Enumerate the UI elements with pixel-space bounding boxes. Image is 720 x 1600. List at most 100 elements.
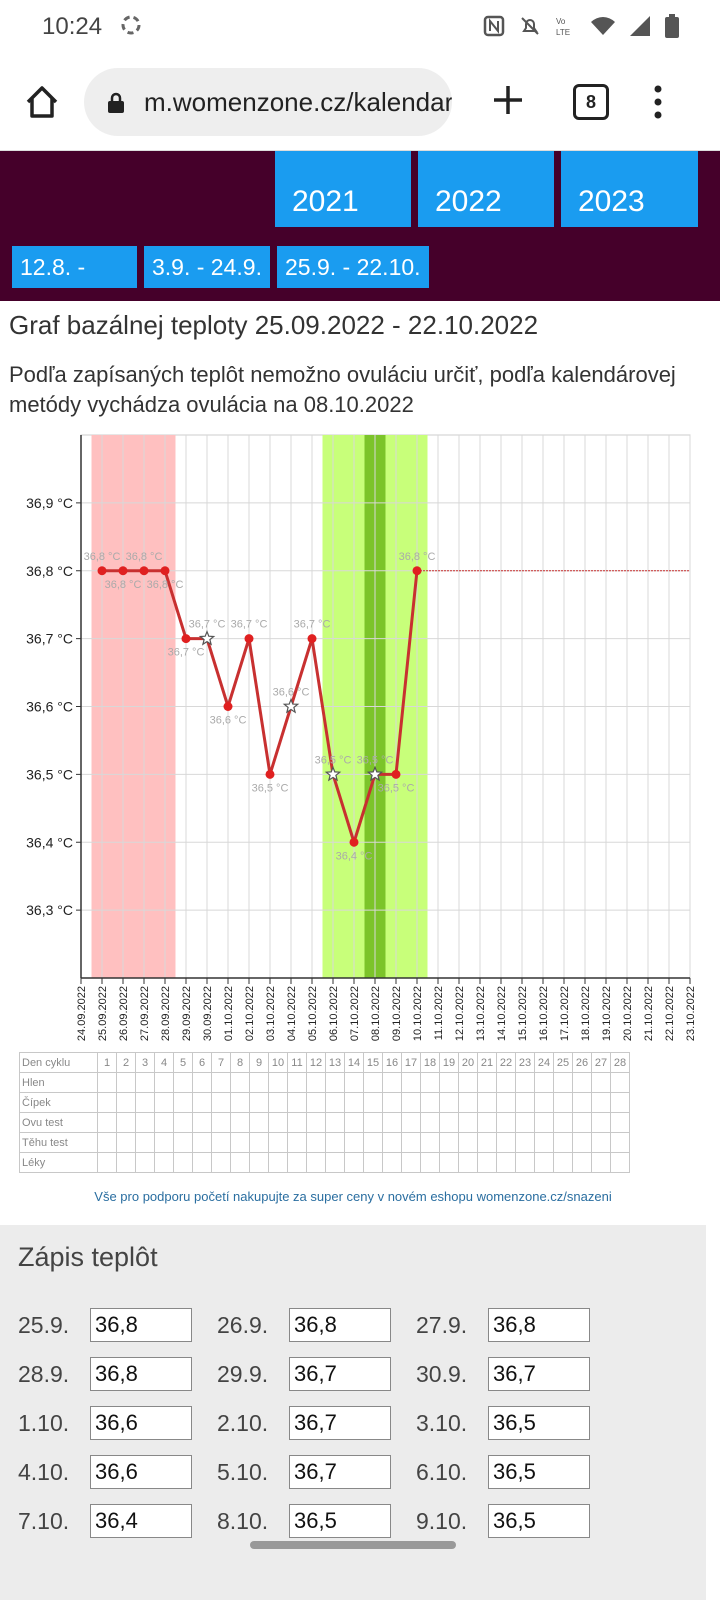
cycle-cell[interactable]	[363, 1132, 383, 1153]
cycle-cell[interactable]	[477, 1112, 497, 1133]
period-button-3[interactable]: 25.9. - 22.10.	[277, 246, 429, 288]
cycle-cell[interactable]	[230, 1132, 250, 1153]
cycle-cell[interactable]	[610, 1112, 630, 1133]
cycle-cell[interactable]	[325, 1152, 345, 1173]
cycle-cell[interactable]	[154, 1072, 174, 1093]
cycle-cell[interactable]	[515, 1132, 535, 1153]
cycle-cell[interactable]	[382, 1132, 402, 1153]
cycle-cell[interactable]	[306, 1072, 326, 1093]
cycle-cell[interactable]	[496, 1092, 516, 1113]
cycle-cell[interactable]	[477, 1092, 497, 1113]
temperature-input[interactable]	[488, 1455, 590, 1489]
cycle-cell[interactable]	[515, 1072, 535, 1093]
cycle-cell[interactable]	[249, 1152, 269, 1173]
cycle-cell[interactable]	[116, 1132, 136, 1153]
cycle-cell[interactable]	[610, 1152, 630, 1173]
period-button-1[interactable]: 12.8. - 2.9.	[12, 246, 137, 322]
cycle-cell[interactable]	[458, 1132, 478, 1153]
cycle-cell[interactable]	[97, 1112, 117, 1133]
cycle-cell[interactable]	[135, 1132, 155, 1153]
cycle-cell[interactable]	[173, 1072, 193, 1093]
cycle-cell[interactable]	[420, 1112, 440, 1133]
temperature-input[interactable]	[90, 1504, 192, 1538]
year-button-2023[interactable]: 2023	[561, 151, 698, 227]
cycle-cell[interactable]	[572, 1092, 592, 1113]
gesture-bar[interactable]	[250, 1541, 456, 1549]
cycle-cell[interactable]	[591, 1072, 611, 1093]
cycle-cell[interactable]	[553, 1112, 573, 1133]
cycle-cell[interactable]	[192, 1152, 212, 1173]
cycle-cell[interactable]	[211, 1132, 231, 1153]
cycle-cell[interactable]	[382, 1092, 402, 1113]
cycle-cell[interactable]	[534, 1112, 554, 1133]
cycle-cell[interactable]	[192, 1072, 212, 1093]
cycle-cell[interactable]	[439, 1072, 459, 1093]
cycle-cell[interactable]	[420, 1072, 440, 1093]
cycle-cell[interactable]	[344, 1092, 364, 1113]
address-bar[interactable]: m.womenzone.cz/kalendar	[84, 68, 452, 136]
cycle-cell[interactable]	[249, 1072, 269, 1093]
cycle-cell[interactable]	[553, 1072, 573, 1093]
cycle-cell[interactable]	[420, 1132, 440, 1153]
cycle-cell[interactable]	[382, 1152, 402, 1173]
cycle-cell[interactable]	[268, 1092, 288, 1113]
cycle-cell[interactable]	[249, 1132, 269, 1153]
cycle-cell[interactable]	[97, 1072, 117, 1093]
cycle-cell[interactable]	[306, 1152, 326, 1173]
cycle-cell[interactable]	[477, 1152, 497, 1173]
cycle-cell[interactable]	[591, 1152, 611, 1173]
temperature-input[interactable]	[289, 1406, 391, 1440]
cycle-cell[interactable]	[458, 1152, 478, 1173]
temperature-input[interactable]	[90, 1406, 192, 1440]
year-button-2021[interactable]: 2021	[275, 151, 411, 227]
cycle-cell[interactable]	[287, 1072, 307, 1093]
cycle-cell[interactable]	[97, 1152, 117, 1173]
temperature-input[interactable]	[90, 1357, 192, 1391]
cycle-cell[interactable]	[268, 1152, 288, 1173]
cycle-cell[interactable]	[591, 1112, 611, 1133]
cycle-cell[interactable]	[325, 1072, 345, 1093]
temperature-input[interactable]	[488, 1504, 590, 1538]
cycle-cell[interactable]	[192, 1092, 212, 1113]
home-button[interactable]	[22, 82, 62, 122]
cycle-cell[interactable]	[230, 1072, 250, 1093]
cycle-cell[interactable]	[211, 1092, 231, 1113]
cycle-cell[interactable]	[173, 1152, 193, 1173]
cycle-cell[interactable]	[306, 1112, 326, 1133]
cycle-cell[interactable]	[458, 1072, 478, 1093]
cycle-cell[interactable]	[287, 1112, 307, 1133]
cycle-cell[interactable]	[154, 1092, 174, 1113]
cycle-cell[interactable]	[363, 1072, 383, 1093]
cycle-cell[interactable]	[344, 1132, 364, 1153]
cycle-cell[interactable]	[610, 1092, 630, 1113]
cycle-cell[interactable]	[287, 1092, 307, 1113]
cycle-cell[interactable]	[534, 1152, 554, 1173]
cycle-cell[interactable]	[458, 1092, 478, 1113]
cycle-cell[interactable]	[211, 1152, 231, 1173]
cycle-cell[interactable]	[439, 1092, 459, 1113]
cycle-cell[interactable]	[477, 1132, 497, 1153]
cycle-cell[interactable]	[515, 1092, 535, 1113]
cycle-cell[interactable]	[211, 1072, 231, 1093]
temperature-input[interactable]	[488, 1406, 590, 1440]
cycle-cell[interactable]	[154, 1152, 174, 1173]
cycle-cell[interactable]	[135, 1152, 155, 1173]
cycle-cell[interactable]	[230, 1112, 250, 1133]
temperature-input[interactable]	[488, 1357, 590, 1391]
cycle-cell[interactable]	[325, 1132, 345, 1153]
overflow-menu-button[interactable]	[652, 84, 664, 120]
cycle-cell[interactable]	[192, 1112, 212, 1133]
cycle-cell[interactable]	[173, 1092, 193, 1113]
cycle-cell[interactable]	[534, 1072, 554, 1093]
cycle-cell[interactable]	[496, 1112, 516, 1133]
cycle-cell[interactable]	[363, 1152, 383, 1173]
cycle-cell[interactable]	[135, 1112, 155, 1133]
cycle-cell[interactable]	[382, 1112, 402, 1133]
cycle-cell[interactable]	[572, 1112, 592, 1133]
cycle-cell[interactable]	[154, 1112, 174, 1133]
cycle-cell[interactable]	[515, 1112, 535, 1133]
tab-switcher-button[interactable]: 8	[573, 84, 609, 120]
cycle-cell[interactable]	[458, 1112, 478, 1133]
cycle-cell[interactable]	[116, 1112, 136, 1133]
cycle-cell[interactable]	[344, 1152, 364, 1173]
